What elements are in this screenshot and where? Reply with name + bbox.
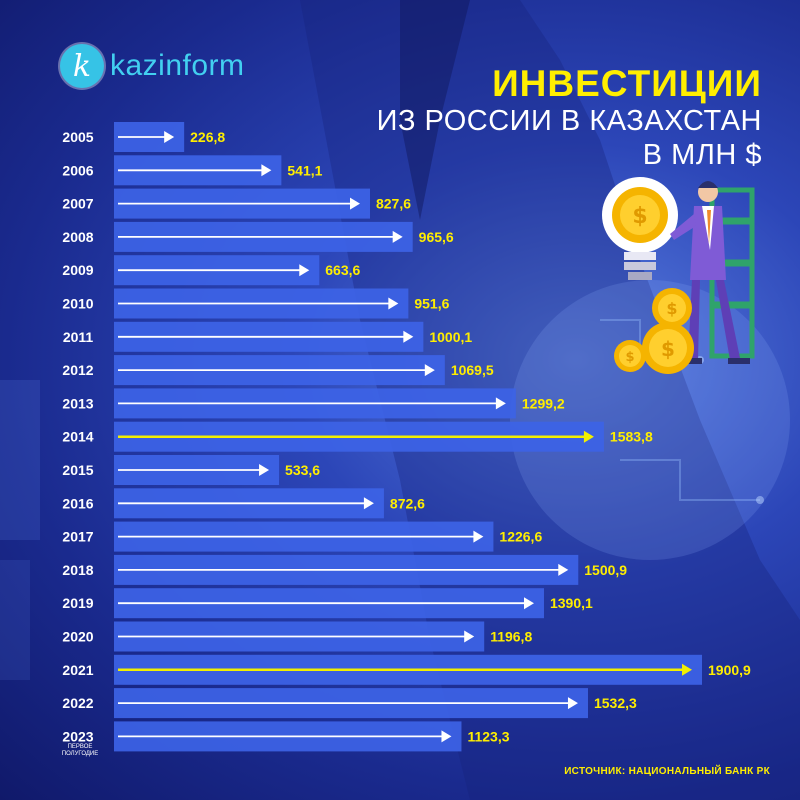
year-label-2010: 2010 (62, 296, 93, 312)
businessman-icon (670, 181, 750, 364)
year-label-2008: 2008 (62, 229, 93, 245)
arrow-2014 (118, 430, 594, 443)
arrow-2017 (118, 530, 484, 543)
arrow-2015 (118, 464, 270, 476)
logo-mark: k (60, 44, 104, 88)
year-label-2005: 2005 (62, 129, 93, 145)
year-label-2019: 2019 (62, 595, 93, 611)
logo-text: kazinform (110, 49, 245, 82)
arrow-2018 (118, 563, 569, 576)
value-label-2017: 1226,6 (499, 529, 542, 545)
arrow-2010 (118, 297, 399, 310)
year-label-2009: 2009 (62, 262, 93, 278)
value-label-2008: 965,6 (419, 229, 454, 245)
arrow-2013 (118, 397, 506, 410)
year-label-2016: 2016 (62, 495, 93, 511)
value-label-2005: 226,8 (190, 129, 225, 145)
value-label-2021: 1900,9 (708, 662, 751, 678)
value-label-2015: 533,6 (285, 462, 320, 478)
title-line-3: В МЛН $ (642, 139, 762, 171)
year-label-2021: 2021 (62, 662, 93, 678)
title-block: ИНВЕСТИЦИИ ИЗ РОССИИ В КАЗАХСТАН В МЛН $ (377, 64, 762, 172)
lightbulb-coin-icon: $ (602, 177, 678, 280)
value-label-2011: 1000,1 (429, 329, 472, 345)
title-line-2: ИЗ РОССИИ В КАЗАХСТАН (376, 105, 762, 137)
title-line-1: ИНВЕСТИЦИИ (492, 63, 762, 104)
year-label-2020: 2020 (62, 629, 93, 645)
value-label-2022: 1532,3 (594, 695, 637, 711)
year-label-2014: 2014 (62, 429, 93, 445)
value-label-2006: 541,1 (287, 162, 322, 178)
value-label-2020: 1196,8 (490, 629, 532, 645)
svg-text:$: $ (625, 350, 634, 365)
year-label-2018: 2018 (62, 562, 93, 578)
year-label-2015: 2015 (62, 462, 93, 478)
year-label-2022: 2022 (62, 695, 93, 711)
arrow-2019 (118, 597, 534, 610)
year-label-2013: 2013 (62, 395, 93, 411)
year-label-2017: 2017 (62, 529, 93, 545)
value-label-2018: 1500,9 (584, 562, 627, 578)
svg-text:$: $ (661, 337, 675, 361)
value-label-2023: 1123,3 (467, 728, 509, 744)
year-label-2023: 2023 (62, 728, 93, 744)
arrow-2007 (118, 197, 360, 210)
value-label-2014: 1583,8 (610, 429, 653, 445)
arrow-2009 (118, 264, 310, 277)
value-label-2007: 827,6 (376, 196, 411, 212)
arrow-2011 (118, 330, 414, 343)
arrow-2022 (118, 697, 578, 710)
year-label-2007: 2007 (62, 196, 93, 212)
arrow-2016 (118, 497, 374, 510)
arrow-2006 (118, 164, 272, 177)
arrow-2008 (118, 230, 403, 243)
arrow-2023 (118, 730, 452, 743)
value-label-2010: 951,6 (414, 296, 449, 312)
year-label-2006: 2006 (62, 162, 93, 178)
kazinform-logo: k kazinform (60, 44, 245, 88)
value-label-2016: 872,6 (390, 495, 425, 511)
arrow-2012 (118, 364, 435, 377)
value-label-2013: 1299,2 (522, 395, 565, 411)
value-label-2012: 1069,5 (451, 362, 494, 378)
svg-text:$: $ (632, 204, 647, 229)
coins-icon: $ $ $ (614, 288, 694, 374)
investor-illustration: $ $ $ (602, 177, 755, 374)
arrow-2005 (118, 131, 175, 143)
svg-text:$: $ (666, 299, 677, 318)
half-year-note: ПЕРВОЕ ПОЛУГОДИЕ (61, 744, 99, 757)
value-label-2019: 1390,1 (550, 595, 593, 611)
value-label-2009: 663,6 (325, 262, 360, 278)
arrow-2020 (118, 630, 475, 643)
year-label-2011: 2011 (63, 329, 94, 345)
source-text: ИСТОЧНИК: НАЦИОНАЛЬНЫЙ БАНК РК (564, 766, 770, 777)
year-label-2012: 2012 (62, 362, 93, 378)
arrow-2021 (118, 663, 692, 676)
